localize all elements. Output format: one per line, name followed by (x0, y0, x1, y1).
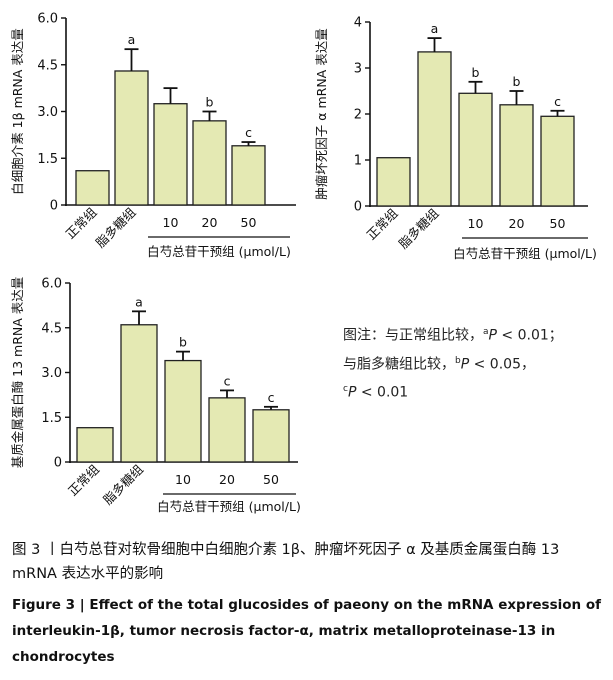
significance-label: c (224, 373, 231, 388)
y-tick-label: 3.0 (37, 105, 58, 120)
y-tick-label: 3.0 (41, 366, 62, 381)
significance-label: b (472, 65, 480, 80)
x-tick-label: 50 (241, 215, 257, 230)
x-tick-label: 20 (509, 216, 525, 231)
x-tick-label: 正常组 (363, 206, 400, 243)
note-line-1: 图注：与正常组比较，aP < 0.01； (343, 327, 563, 344)
x-tick-label: 10 (163, 215, 179, 230)
x-tick-label: 10 (175, 472, 191, 487)
bar (120, 324, 158, 463)
bar (231, 145, 266, 206)
y-axis-title: 肿瘤坏死因子 α mRNA 表达量 (314, 28, 329, 199)
significance-label: a (431, 21, 439, 36)
significance-label: b (179, 335, 187, 350)
x-tick-label: 脂多糖组 (93, 205, 139, 251)
group-label: 白芍总苷干预组 (μmol/L) (147, 244, 291, 259)
bar (499, 104, 534, 207)
note-line-2: 与脂多糖组比较，bP < 0.05， (343, 355, 535, 373)
y-tick-label: 4 (354, 16, 362, 31)
x-tick-label: 50 (263, 472, 279, 487)
figure-legend-note: 图注：与正常组比较，aP < 0.01； 与脂多糖组比较，bP < 0.05， … (343, 320, 605, 406)
bar (458, 92, 493, 207)
y-tick-label: 0 (50, 199, 58, 214)
group-label: 白芍总苷干预组 (μmol/L) (453, 246, 597, 261)
y-axis-title: 基质金属蛋白酶 13 mRNA 表达量 (10, 277, 25, 469)
significance-label: b (513, 74, 521, 89)
y-tick-label: 1 (354, 154, 362, 169)
y-tick-label: 4.5 (37, 58, 58, 73)
caption-english: Figure 3 | Effect of the total glucoside… (12, 597, 601, 665)
bar (76, 427, 114, 463)
y-tick-label: 0 (54, 456, 62, 471)
bar (75, 170, 110, 206)
bar (192, 120, 227, 206)
significance-label: c (268, 390, 275, 405)
x-tick-label: 脂多糖组 (100, 462, 146, 508)
note-line-3: cP < 0.01 (343, 384, 409, 401)
bar (164, 359, 202, 463)
y-axis-title: 白细胞介素 1β mRNA 表达量 (10, 28, 25, 195)
bar (114, 70, 149, 206)
significance-label: b (206, 95, 214, 110)
x-tick-label: 脂多糖组 (396, 206, 442, 252)
bar (208, 397, 246, 463)
y-tick-label: 4.5 (41, 321, 62, 336)
bar (153, 103, 188, 206)
significance-label: c (554, 94, 561, 109)
y-tick-label: 1.5 (37, 152, 58, 167)
y-tick-label: 3 (354, 62, 362, 77)
bar (417, 51, 452, 207)
bar (376, 157, 411, 207)
y-tick-label: 6.0 (41, 277, 62, 292)
caption-chinese: 图 3 丨白芍总苷对软骨细胞中白细胞介素 1β、肿瘤坏死因子 α 及基质金属蛋白… (12, 542, 560, 582)
x-tick-label: 正常组 (62, 205, 99, 242)
y-tick-label: 6.0 (37, 12, 58, 27)
bar (252, 409, 290, 463)
significance-label: c (245, 125, 252, 140)
x-tick-label: 20 (219, 472, 235, 487)
group-label: 白芍总苷干预组 (μmol/L) (157, 499, 301, 514)
x-tick-label: 20 (202, 215, 218, 230)
x-tick-label: 50 (550, 216, 566, 231)
significance-label: a (128, 32, 136, 47)
y-tick-label: 2 (354, 108, 362, 123)
y-tick-label: 1.5 (41, 411, 62, 426)
x-tick-label: 正常组 (65, 462, 102, 499)
significance-label: a (135, 294, 143, 309)
bar (540, 115, 575, 207)
y-tick-label: 0 (354, 200, 362, 215)
x-tick-label: 10 (468, 216, 484, 231)
